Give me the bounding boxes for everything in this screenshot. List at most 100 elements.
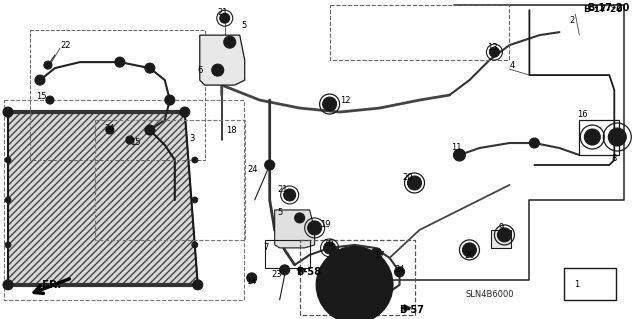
Text: B-17-20: B-17-20 xyxy=(583,5,623,14)
Circle shape xyxy=(145,125,155,135)
Bar xyxy=(300,240,415,315)
Text: 23: 23 xyxy=(272,271,282,279)
Text: 16: 16 xyxy=(577,109,588,119)
Circle shape xyxy=(321,281,328,289)
Text: 24: 24 xyxy=(105,123,115,132)
Circle shape xyxy=(365,255,374,263)
Circle shape xyxy=(342,273,367,297)
Bar xyxy=(564,268,616,300)
Circle shape xyxy=(497,228,511,242)
Circle shape xyxy=(5,242,11,248)
Circle shape xyxy=(330,260,380,310)
Circle shape xyxy=(192,197,198,203)
Circle shape xyxy=(5,197,11,203)
Text: 11: 11 xyxy=(451,143,462,152)
Text: 22: 22 xyxy=(60,41,70,50)
Text: 8: 8 xyxy=(611,153,617,162)
Text: 14: 14 xyxy=(246,277,256,286)
Text: 21: 21 xyxy=(218,8,228,17)
Circle shape xyxy=(46,96,54,104)
Polygon shape xyxy=(200,35,244,85)
Circle shape xyxy=(365,253,374,263)
Circle shape xyxy=(220,13,230,23)
Circle shape xyxy=(145,63,155,73)
Text: B-58: B-58 xyxy=(296,267,321,277)
Text: 3: 3 xyxy=(190,134,195,143)
Text: 17: 17 xyxy=(374,251,385,260)
Circle shape xyxy=(3,280,13,290)
Circle shape xyxy=(180,107,190,117)
Bar xyxy=(30,30,205,160)
Text: 5: 5 xyxy=(242,21,247,30)
Bar xyxy=(330,5,509,60)
Text: 20: 20 xyxy=(403,174,413,182)
Circle shape xyxy=(394,267,404,277)
Circle shape xyxy=(324,242,335,254)
Text: 24: 24 xyxy=(248,166,258,174)
Circle shape xyxy=(126,136,134,144)
Circle shape xyxy=(165,95,175,105)
Bar xyxy=(95,120,244,240)
Text: 15: 15 xyxy=(36,92,47,100)
Text: 13: 13 xyxy=(488,43,498,52)
Circle shape xyxy=(330,248,340,258)
Circle shape xyxy=(284,189,296,201)
Circle shape xyxy=(44,61,52,69)
Text: FR.: FR. xyxy=(42,280,61,290)
Circle shape xyxy=(323,97,337,111)
Circle shape xyxy=(294,213,305,223)
Polygon shape xyxy=(275,210,315,248)
Circle shape xyxy=(3,107,13,117)
Polygon shape xyxy=(8,112,198,285)
Text: 2: 2 xyxy=(570,16,575,25)
Text: 7: 7 xyxy=(264,243,269,252)
Circle shape xyxy=(224,36,236,48)
Circle shape xyxy=(372,248,381,258)
Circle shape xyxy=(115,57,125,67)
Circle shape xyxy=(463,243,476,257)
Circle shape xyxy=(308,221,322,235)
Circle shape xyxy=(584,129,600,145)
Circle shape xyxy=(335,307,344,315)
Text: 1: 1 xyxy=(574,280,580,289)
Bar xyxy=(265,240,310,268)
Circle shape xyxy=(408,176,422,190)
Text: 5: 5 xyxy=(278,208,283,218)
Circle shape xyxy=(280,265,290,275)
Bar xyxy=(579,120,620,155)
Circle shape xyxy=(365,307,374,315)
Circle shape xyxy=(608,128,627,146)
Circle shape xyxy=(317,247,392,319)
Circle shape xyxy=(106,126,114,134)
Circle shape xyxy=(192,157,198,163)
Circle shape xyxy=(265,160,275,170)
Bar xyxy=(4,100,244,300)
Circle shape xyxy=(35,75,45,85)
Circle shape xyxy=(490,47,499,57)
Circle shape xyxy=(212,64,224,76)
Text: 12: 12 xyxy=(340,96,350,105)
Circle shape xyxy=(5,157,11,163)
Bar xyxy=(492,230,511,248)
Text: 9: 9 xyxy=(499,223,504,233)
Text: B-57: B-57 xyxy=(399,305,424,315)
Circle shape xyxy=(454,149,465,161)
Circle shape xyxy=(381,281,388,289)
Circle shape xyxy=(246,273,257,283)
Circle shape xyxy=(529,138,540,148)
Text: 19: 19 xyxy=(319,220,330,229)
Text: 6: 6 xyxy=(198,66,203,75)
Text: 4: 4 xyxy=(509,61,515,70)
Circle shape xyxy=(349,280,360,290)
Text: 18: 18 xyxy=(226,126,236,135)
Text: 21: 21 xyxy=(278,185,288,195)
Text: B-17-20: B-17-20 xyxy=(588,3,630,13)
Circle shape xyxy=(335,255,344,263)
Text: 24: 24 xyxy=(394,265,405,274)
Circle shape xyxy=(192,242,198,248)
Text: 10: 10 xyxy=(323,239,333,249)
Text: 15: 15 xyxy=(130,137,140,146)
Circle shape xyxy=(193,280,203,290)
Text: SLN4B6000: SLN4B6000 xyxy=(465,290,514,299)
Text: 20: 20 xyxy=(465,251,475,260)
